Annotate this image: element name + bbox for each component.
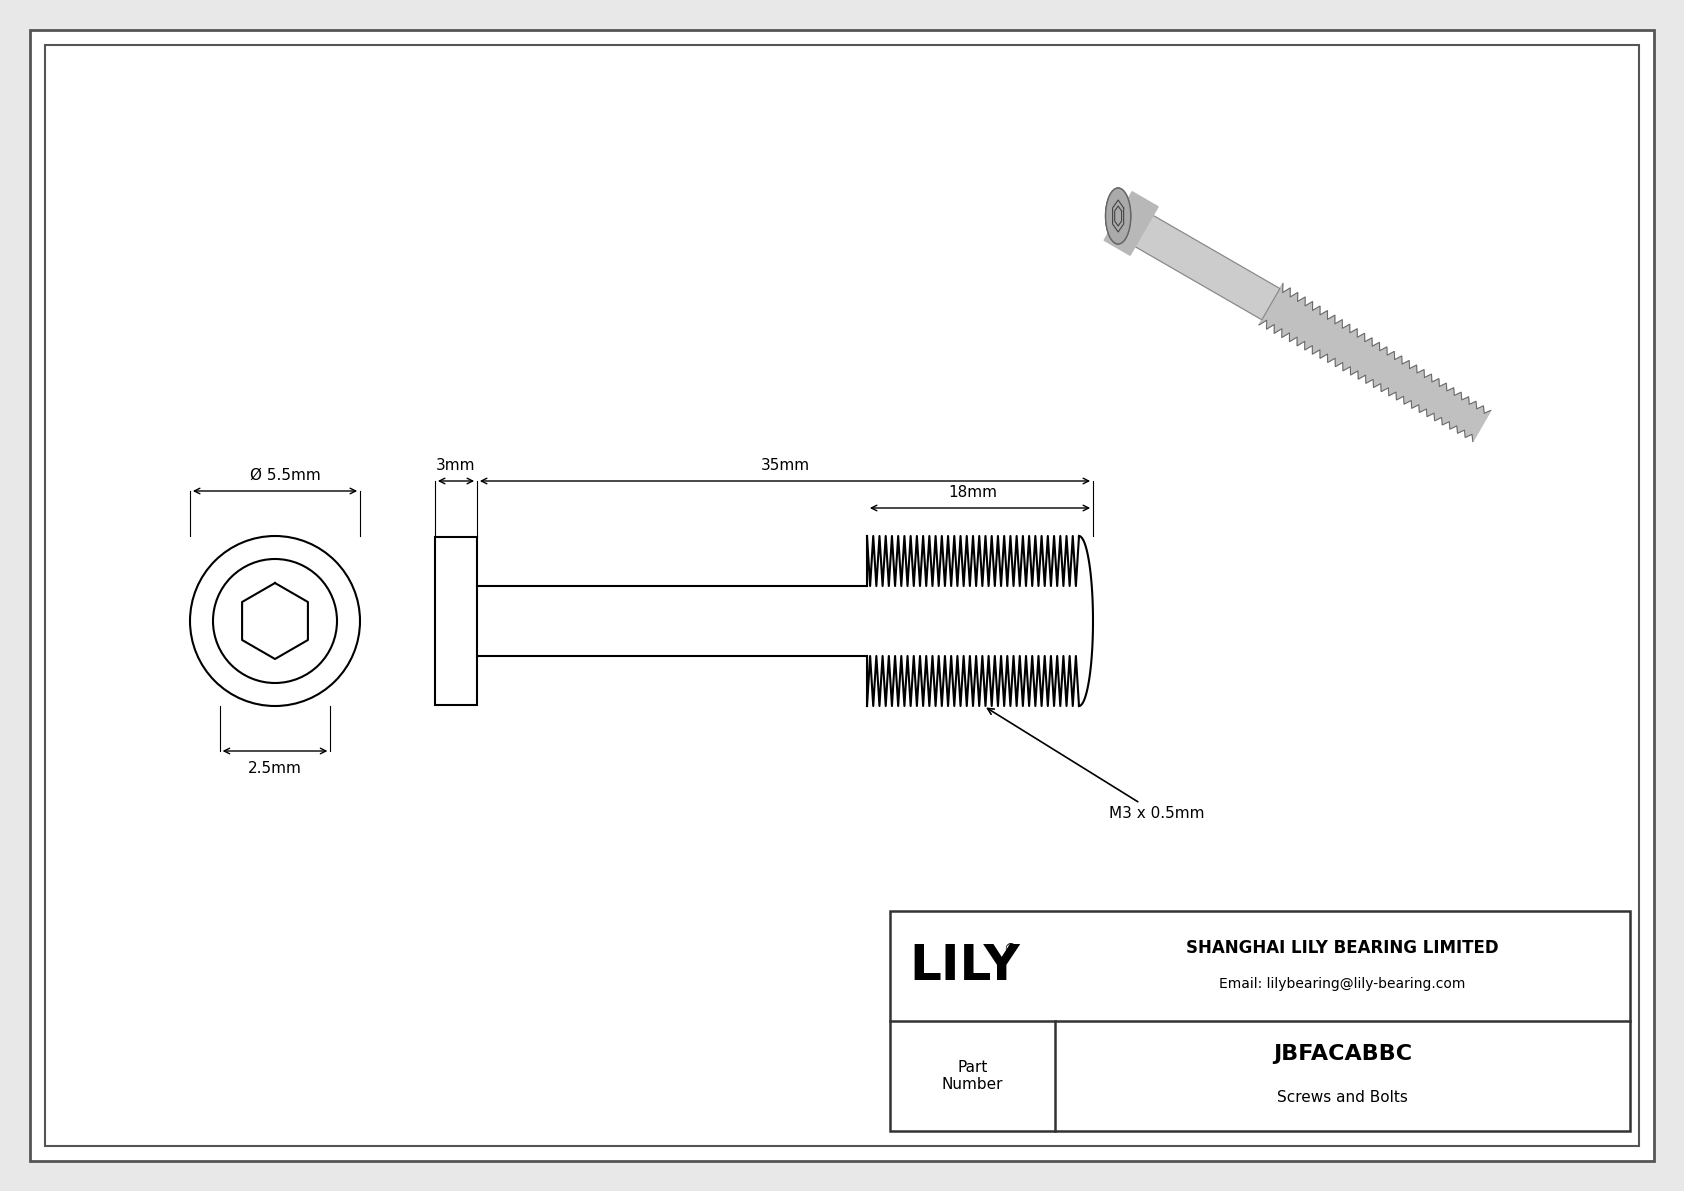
Text: LILY: LILY xyxy=(909,942,1021,990)
Polygon shape xyxy=(1260,283,1490,442)
Polygon shape xyxy=(1110,200,1280,320)
Text: JBFACABBC: JBFACABBC xyxy=(1273,1045,1413,1064)
Bar xyxy=(891,911,1630,1131)
Text: Screws and Bolts: Screws and Bolts xyxy=(1276,1091,1408,1105)
Text: M3 x 0.5mm: M3 x 0.5mm xyxy=(987,709,1204,821)
Bar xyxy=(434,537,477,705)
Ellipse shape xyxy=(1105,188,1130,244)
Text: Part
Number: Part Number xyxy=(941,1060,1004,1092)
Text: ®: ® xyxy=(1004,943,1017,958)
Text: 2.5mm: 2.5mm xyxy=(248,761,301,777)
Text: 18mm: 18mm xyxy=(948,485,997,500)
Ellipse shape xyxy=(1105,188,1130,244)
Circle shape xyxy=(190,536,360,706)
Text: 3mm: 3mm xyxy=(436,459,477,473)
Text: SHANGHAI LILY BEARING LIMITED: SHANGHAI LILY BEARING LIMITED xyxy=(1186,939,1499,958)
Text: 35mm: 35mm xyxy=(761,459,810,473)
Text: Email: lilybearing@lily-bearing.com: Email: lilybearing@lily-bearing.com xyxy=(1219,977,1465,991)
Text: Ø 5.5mm: Ø 5.5mm xyxy=(249,468,320,484)
Polygon shape xyxy=(1105,192,1159,255)
Circle shape xyxy=(212,559,337,682)
